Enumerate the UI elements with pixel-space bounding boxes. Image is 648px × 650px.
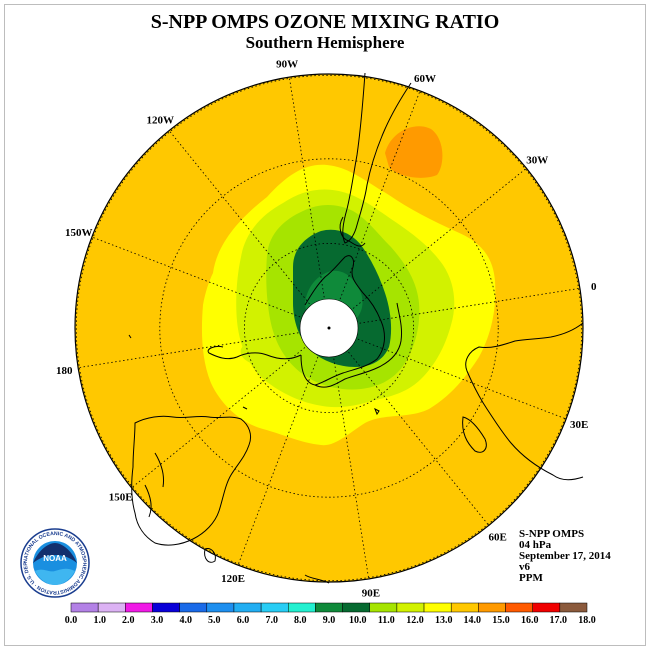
colorbar-swatch (505, 602, 533, 613)
colorbar-tick-label: 12.0 (406, 615, 424, 626)
colorbar-swatch (532, 602, 561, 613)
south-pole-marker (327, 326, 331, 330)
figure-frame: 90W 60W 30W 0 30E 60E 90E 120E 150E 180 150W 120W S… (4, 4, 646, 646)
colorbar-swatch (396, 602, 425, 613)
meridian-line (288, 77, 325, 298)
coast-south-america-tip (339, 216, 366, 247)
colorbar-swatch (125, 602, 153, 613)
meridian-line (348, 351, 490, 526)
latitude-circle (159, 158, 499, 498)
colorbar-swatch (559, 602, 588, 613)
meridian-line (168, 130, 310, 305)
colorbar-tick-label: 18.0 (578, 615, 596, 626)
colorbar-swatch (70, 602, 99, 613)
colorbar-swatch (206, 602, 235, 613)
colorbar-swatch (152, 602, 180, 613)
coast-antarctica (207, 302, 402, 388)
ozone-14-15-region (385, 126, 443, 178)
coast-australia (131, 415, 252, 546)
longitude-label-0: 0 (591, 281, 597, 293)
meridian-line (359, 287, 580, 324)
coast-south-america (342, 72, 412, 244)
info-block: S-NPP OMPS 04 hPa September 17, 2014 v6 … (519, 529, 611, 584)
colorbar-tick-label: 5.0 (208, 615, 221, 626)
coast-tasmania (204, 548, 216, 563)
latitude-circle (243, 242, 414, 413)
info-level: 04 hPa (519, 539, 552, 551)
map-subtitle: Southern Hemisphere (245, 33, 405, 52)
meridian-line (91, 236, 301, 318)
longitude-label-90e: 90E (362, 588, 380, 600)
meridian-line (237, 356, 319, 566)
colorbar-swatch (478, 602, 506, 613)
colorbar-tick-label: 16.0 (521, 615, 539, 626)
meridian-line (333, 358, 370, 579)
logo-wave-icon (35, 568, 75, 585)
colorbar-swatch (260, 602, 289, 613)
coast-new-zealand (144, 452, 164, 518)
info-version: v6 (519, 561, 530, 573)
colorbar-swatch (423, 602, 452, 613)
colorbar-tick-label: 7.0 (265, 615, 278, 626)
colorbar-tick-label: 1.0 (93, 615, 106, 626)
longitude-label-120e: 120E (221, 573, 245, 585)
colorbar-swatch (97, 602, 126, 613)
coast-antarctic-peninsula (300, 255, 385, 386)
info-instrument: S-NPP OMPS (519, 528, 585, 540)
coast-madagascar (462, 416, 487, 453)
colorbar-swatch (315, 602, 343, 613)
colorbar-tick-label: 6.0 (237, 615, 250, 626)
colorbar-tick-label: 2.0 (122, 615, 135, 626)
longitude-label-90w: 90W (276, 58, 298, 70)
longitude-label-30w: 30W (526, 154, 548, 166)
longitude-label-120w: 120W (147, 115, 175, 127)
colorbar-tick-label: 17.0 (550, 615, 568, 626)
map-title: S-NPP OMPS OZONE MIXING RATIO (150, 11, 500, 33)
longitude-label-180: 180 (56, 365, 73, 377)
colorbar-tick-label: 3.0 (151, 615, 164, 626)
meridian-line (131, 347, 306, 489)
colorbar-tick-label: 15.0 (492, 615, 510, 626)
coast-kerguelen (374, 407, 380, 416)
longitude-label-60w: 60W (414, 73, 436, 85)
logo-bird-icon (33, 543, 77, 563)
coastlines (128, 72, 584, 584)
colorbar-swatch (233, 602, 262, 613)
longitude-label-60e: 60E (489, 531, 507, 543)
colorbar-tick-label: 10.0 (349, 615, 367, 626)
colorbar-tick-label: 0.0 (65, 615, 78, 626)
colorbar-swatch (369, 602, 398, 613)
coast-africa (465, 322, 584, 481)
colorbar-tick-label: 9.0 (323, 615, 336, 626)
longitude-label-30e: 30E (570, 419, 588, 431)
latitude-circle (75, 74, 583, 582)
colorbar-tick-label: 14.0 (464, 615, 482, 626)
colorbar-swatch (342, 602, 370, 613)
polar-map: 90W 60W 30W 0 30E 60E 90E 120E 150E 180 150W 120W (56, 58, 597, 599)
longitude-label-150w: 150W (65, 227, 93, 239)
map-boundary (74, 73, 584, 583)
colorbar-tick-label: 4.0 (179, 615, 192, 626)
longitude-label-150e: 150E (109, 492, 133, 504)
colorbar-tick-label: 8.0 (294, 615, 307, 626)
logo-agency-text: NOAA (43, 554, 67, 563)
meridian-line (357, 338, 567, 420)
colorbar-swatch (179, 602, 208, 613)
colorbar-tick-label: 11.0 (378, 615, 395, 626)
colorbar: 0.0 1.0 2.0 3.0 4.0 5.0 6.0 7.0 8.0 9.0 10.0 11.0 12… (65, 602, 596, 626)
colorbar-tick-label: 13.0 (435, 615, 453, 626)
meridian-line (78, 332, 299, 369)
colorbar-swatch (450, 602, 479, 613)
info-date: September 17, 2014 (519, 550, 611, 562)
ozone-11-12-blob (240, 339, 274, 365)
noaa-logo: NATIONAL OCEANIC AND ATMOSPHERIC ADMINIS… (19, 527, 90, 598)
info-units: PPM (519, 572, 543, 584)
meridian-line (352, 167, 527, 309)
colorbar-swatch (288, 602, 316, 613)
longitude-labels: 90W 60W 30W 0 30E 60E 90E 120E 150E 180 150W 120W (56, 58, 597, 599)
